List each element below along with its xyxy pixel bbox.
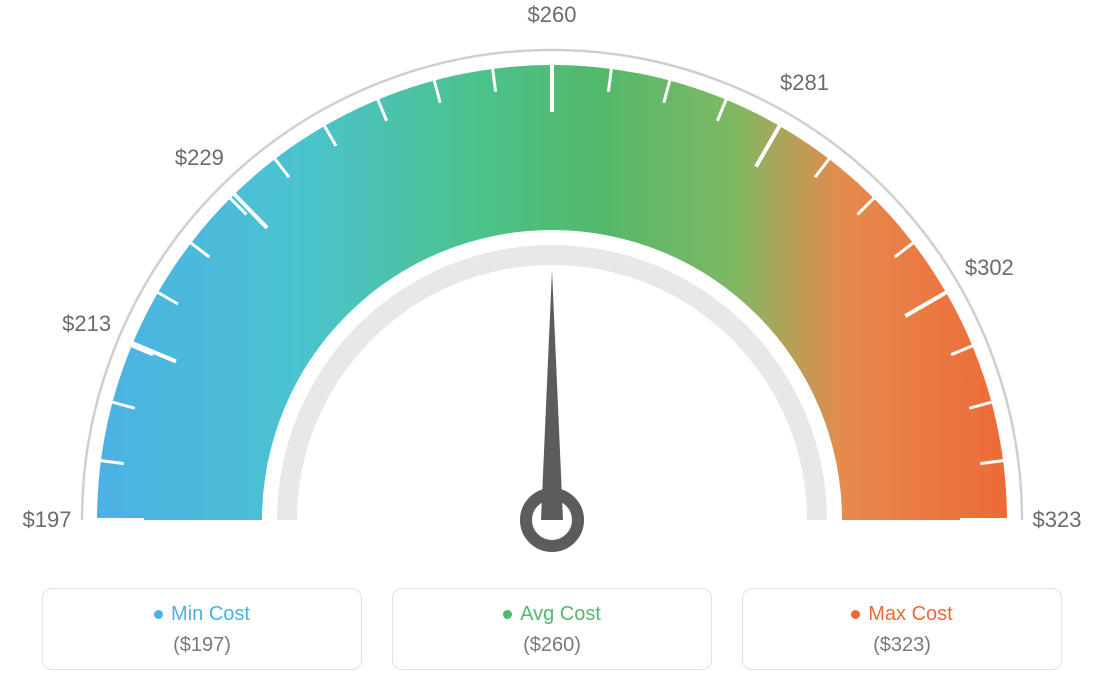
legend-title-avg: Avg Cost: [503, 603, 601, 626]
legend-label: Max Cost: [868, 603, 952, 626]
legend-value: ($323): [753, 634, 1051, 657]
gauge-tick-label: $260: [528, 2, 577, 28]
gauge-tick-label: $323: [1033, 507, 1082, 533]
gauge-tick-label: $281: [780, 70, 829, 96]
legend-dot-icon: [503, 610, 512, 619]
gauge-tick-label: $213: [62, 311, 111, 337]
legend-title-max: Max Cost: [851, 603, 952, 626]
legend-value: ($197): [53, 634, 351, 657]
legend-card-avg: Avg Cost ($260): [392, 588, 712, 670]
legend-title-min: Min Cost: [154, 603, 250, 626]
legend-label: Min Cost: [171, 603, 250, 626]
legend-row: Min Cost ($197) Avg Cost ($260) Max Cost…: [0, 588, 1104, 670]
gauge-tick-label: $302: [965, 255, 1014, 281]
legend-dot-icon: [851, 610, 860, 619]
legend-dot-icon: [154, 610, 163, 619]
gauge-tick-label: $229: [175, 145, 224, 171]
gauge-tick-label: $197: [23, 507, 72, 533]
legend-card-max: Max Cost ($323): [742, 588, 1062, 670]
legend-label: Avg Cost: [520, 603, 601, 626]
legend-value: ($260): [403, 634, 701, 657]
legend-card-min: Min Cost ($197): [42, 588, 362, 670]
cost-gauge: $197 $213 $229 $260 $281 $302 $323: [0, 0, 1104, 560]
